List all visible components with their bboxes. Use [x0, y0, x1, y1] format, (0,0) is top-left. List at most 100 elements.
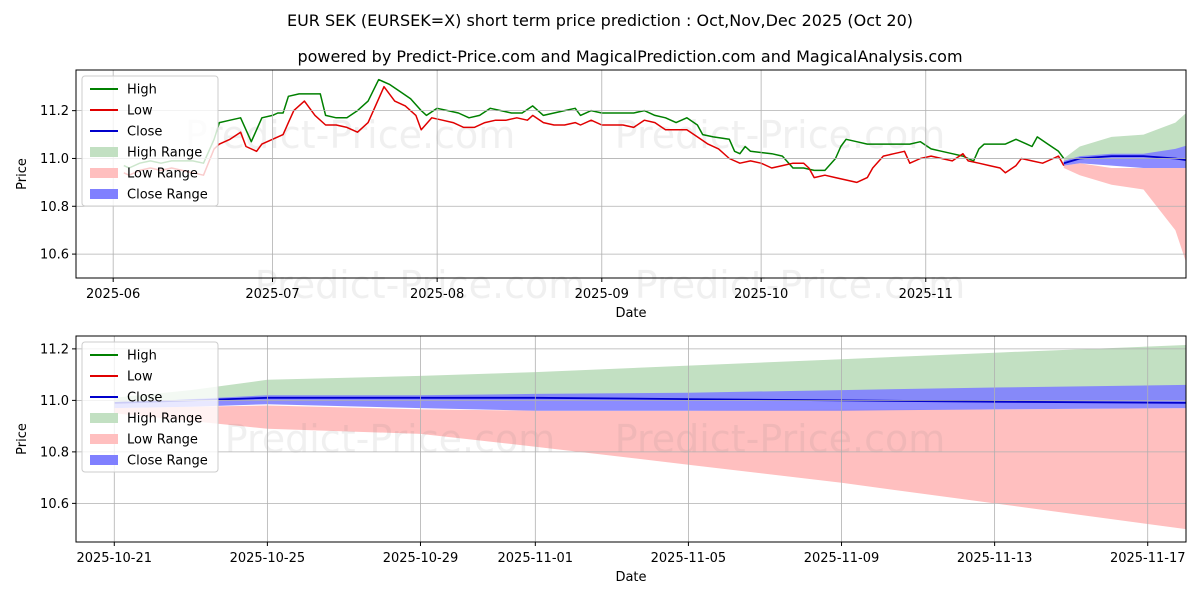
- data-point-high: [532, 105, 534, 107]
- watermark-text: Predict-Price.com: [635, 263, 966, 307]
- chart-panel-1: Predict-Price.com Predict-Price.comPredic…: [15, 69, 1187, 321]
- data-point-high: [840, 146, 842, 148]
- watermark-text: Predict-Price.com: [615, 113, 946, 157]
- data-point-high: [389, 84, 391, 86]
- data-point-high: [426, 115, 428, 117]
- x-tick-label: 2025-08: [410, 287, 464, 302]
- data-point-low: [1063, 165, 1065, 167]
- y-axis-label: Price: [15, 158, 30, 190]
- data-point-low: [580, 124, 582, 126]
- data-point-high: [378, 79, 380, 81]
- chart-panel-2: Predict-Price.com Predict-Price.com 2025-1…: [15, 335, 1187, 585]
- legend-label-low-range: Low Range: [127, 433, 198, 448]
- watermark-text: Predict-Price.com: [255, 263, 586, 307]
- x-tick-label: 2025-07: [245, 287, 299, 302]
- data-point-high: [898, 143, 900, 145]
- data-point-high: [845, 139, 847, 141]
- data-point-low: [240, 131, 242, 133]
- legend: High Low Close High Range Low Range Close Ran…: [81, 75, 219, 207]
- data-point-high: [665, 117, 667, 119]
- legend-label-close: Close: [127, 125, 162, 140]
- legend-swatch-low-range: [90, 434, 118, 444]
- data-point-low: [532, 115, 534, 117]
- data-point-low: [952, 160, 954, 162]
- data-point-high: [813, 170, 815, 172]
- data-point-low: [675, 129, 677, 131]
- data-point-high: [479, 115, 481, 117]
- data-point-high: [782, 155, 784, 157]
- data-point-high: [803, 167, 805, 169]
- data-point-low: [803, 162, 805, 164]
- data-point-low: [872, 167, 874, 169]
- data-point-high: [325, 115, 327, 117]
- data-point-low: [883, 155, 885, 157]
- data-point-high: [654, 115, 656, 117]
- series-line-low: [123, 85, 1065, 184]
- data-point-high: [468, 117, 470, 119]
- data-point-high: [219, 122, 221, 124]
- data-point-low: [739, 162, 741, 164]
- data-point-low: [452, 122, 454, 124]
- y-tick-label: 10.8: [40, 200, 69, 215]
- data-point-low: [989, 165, 991, 167]
- data-point-low: [967, 160, 969, 162]
- data-point-high: [399, 91, 401, 93]
- x-tick-label: 2025-11-13: [957, 551, 1033, 566]
- data-point-low: [644, 119, 646, 121]
- data-point-low: [405, 105, 407, 107]
- band-high-range: [1063, 113, 1186, 164]
- plot-area: Predict-Price.com Predict-Price.com: [123, 78, 1186, 263]
- data-point-high: [309, 93, 311, 95]
- data-point-low: [867, 177, 869, 179]
- data-point-high: [877, 143, 879, 145]
- data-point-high: [744, 146, 746, 148]
- x-tick-label: 2025-11-05: [651, 551, 727, 566]
- data-point-low: [824, 174, 826, 176]
- data-point-low: [707, 143, 709, 145]
- data-point-low: [495, 119, 497, 121]
- data-point-low: [1005, 172, 1007, 174]
- data-point-high: [771, 153, 773, 155]
- data-point-high: [1005, 143, 1007, 145]
- legend-label-low-range: Low Range: [127, 167, 198, 182]
- data-point-high: [277, 112, 279, 114]
- watermark-text: Predict-Price.com: [615, 417, 946, 461]
- band-low-range: [114, 405, 1186, 530]
- data-point-high: [543, 115, 545, 117]
- data-point-high: [994, 143, 996, 145]
- data-point-low: [718, 148, 720, 150]
- band-close-range: [114, 384, 1186, 411]
- legend-label-high: High: [127, 83, 157, 98]
- data-point-low: [378, 98, 380, 100]
- data-point-low: [978, 162, 980, 164]
- data-point-low: [282, 134, 284, 136]
- data-point-high: [909, 143, 911, 145]
- data-point-high: [1058, 151, 1060, 153]
- data-point-low: [463, 127, 465, 129]
- data-point-high: [580, 115, 582, 117]
- data-point-high: [686, 117, 688, 119]
- legend-label-low: Low: [127, 370, 153, 385]
- data-point-high: [1015, 139, 1017, 141]
- x-tick-label: 2025-10-29: [383, 551, 459, 566]
- y-tick-label: 11.0: [40, 394, 69, 409]
- data-point-low: [420, 129, 422, 131]
- chart-subtitle: powered by Predict-Price.com and Magical…: [297, 47, 962, 66]
- data-point-high: [490, 108, 492, 110]
- legend-label-low: Low: [127, 104, 153, 119]
- data-point-low: [1058, 155, 1060, 157]
- data-point-low: [245, 146, 247, 148]
- data-point-low: [346, 127, 348, 129]
- data-point-low: [792, 162, 794, 164]
- data-point-low: [612, 124, 614, 126]
- legend-label-close: Close: [127, 391, 162, 406]
- legend-swatch-high-range: [90, 413, 118, 423]
- legend-label-close-range: Close Range: [127, 188, 208, 203]
- band-low-range: [1063, 163, 1186, 263]
- data-point-low: [845, 179, 847, 181]
- data-point-high: [941, 151, 943, 153]
- watermark-text: Predict-Price.com: [185, 113, 516, 157]
- data-point-low: [574, 122, 576, 124]
- data-point-low: [229, 139, 231, 141]
- data-point-low: [856, 182, 858, 184]
